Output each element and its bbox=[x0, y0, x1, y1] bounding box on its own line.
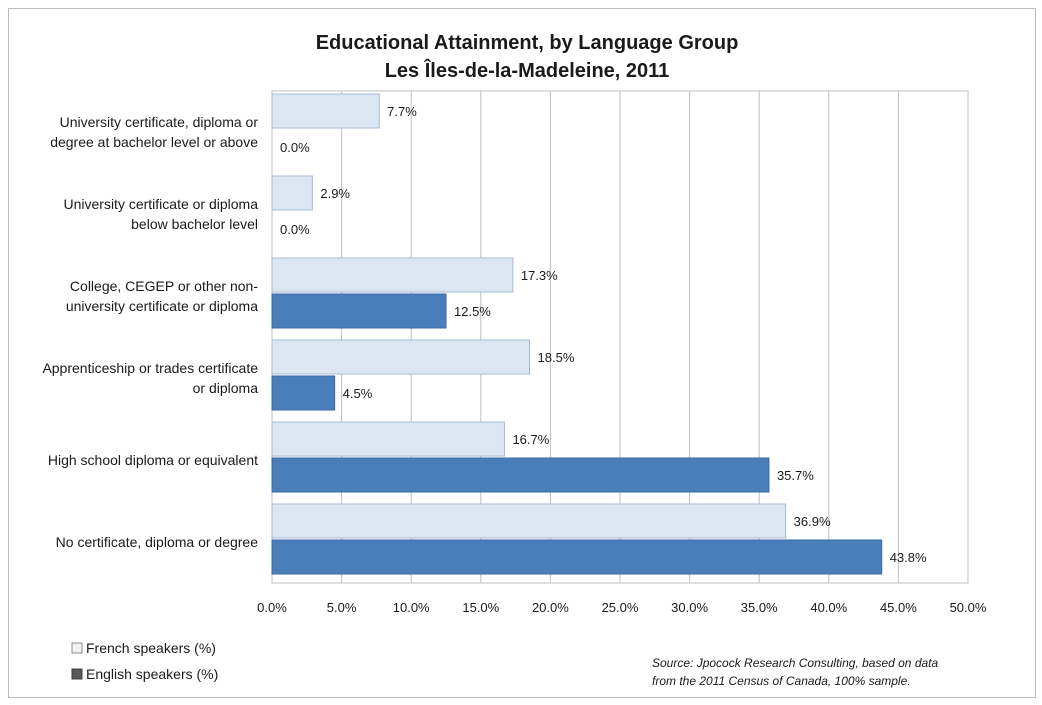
bar-english bbox=[271, 539, 883, 575]
x-tick-label: 50.0% bbox=[950, 600, 987, 615]
legend-swatch-french bbox=[71, 642, 83, 654]
bar-french bbox=[271, 339, 531, 375]
category-label: University certificate or diploma below b… bbox=[63, 196, 258, 232]
source-note: Source: Jpocock Research Consulting, bas… bbox=[652, 656, 938, 670]
x-tick-label: 40.0% bbox=[810, 600, 847, 615]
bar-french bbox=[271, 503, 787, 539]
chart-title: Educational Attainment, by Language Grou… bbox=[316, 32, 739, 54]
bar-french bbox=[271, 257, 514, 293]
bar-french bbox=[271, 421, 505, 457]
data-label: 35.7% bbox=[777, 468, 814, 483]
data-label: 36.9% bbox=[794, 514, 831, 529]
category-label: University certificate, diploma or degree… bbox=[50, 114, 258, 150]
x-tick-label: 25.0% bbox=[602, 600, 639, 615]
category-label: Apprenticeship or trades certificate or d… bbox=[42, 360, 258, 396]
data-label: 16.7% bbox=[512, 432, 549, 447]
bar-french bbox=[271, 93, 380, 129]
data-label: 4.5% bbox=[343, 386, 373, 401]
x-tick-label: 20.0% bbox=[532, 600, 569, 615]
bar-english bbox=[271, 293, 447, 329]
x-tick-label: 15.0% bbox=[462, 600, 499, 615]
x-tick-label: 10.0% bbox=[393, 600, 430, 615]
data-label: 7.7% bbox=[387, 104, 417, 119]
x-tick-label: 45.0% bbox=[880, 600, 917, 615]
data-label: 0.0% bbox=[280, 222, 310, 237]
data-label: 18.5% bbox=[538, 350, 575, 365]
chart-subtitle: Les Îles-de-la-Madeleine, 2011 bbox=[385, 58, 670, 82]
bar-french bbox=[271, 175, 313, 211]
data-label: 0.0% bbox=[280, 140, 310, 155]
data-label: 43.8% bbox=[890, 550, 927, 565]
x-tick-label: 5.0% bbox=[327, 600, 357, 615]
legend-label: French speakers (%) bbox=[86, 640, 216, 656]
source-note: from the 2011 Census of Canada, 100% sam… bbox=[652, 674, 911, 688]
x-tick-label: 30.0% bbox=[671, 600, 708, 615]
legend-swatch-english bbox=[71, 668, 83, 680]
category-label: No certificate, diploma or degree bbox=[56, 534, 259, 550]
bar-english bbox=[271, 375, 336, 411]
bar-english bbox=[271, 457, 770, 493]
data-label: 2.9% bbox=[320, 186, 350, 201]
x-tick-label: 35.0% bbox=[741, 600, 778, 615]
x-tick-label: 0.0% bbox=[257, 600, 287, 615]
category-label: College, CEGEP or other non-university c… bbox=[66, 278, 259, 314]
category-label: High school diploma or equivalent bbox=[48, 452, 258, 468]
legend-label: English speakers (%) bbox=[86, 666, 218, 682]
data-label: 17.3% bbox=[521, 268, 558, 283]
data-label: 12.5% bbox=[454, 304, 491, 319]
